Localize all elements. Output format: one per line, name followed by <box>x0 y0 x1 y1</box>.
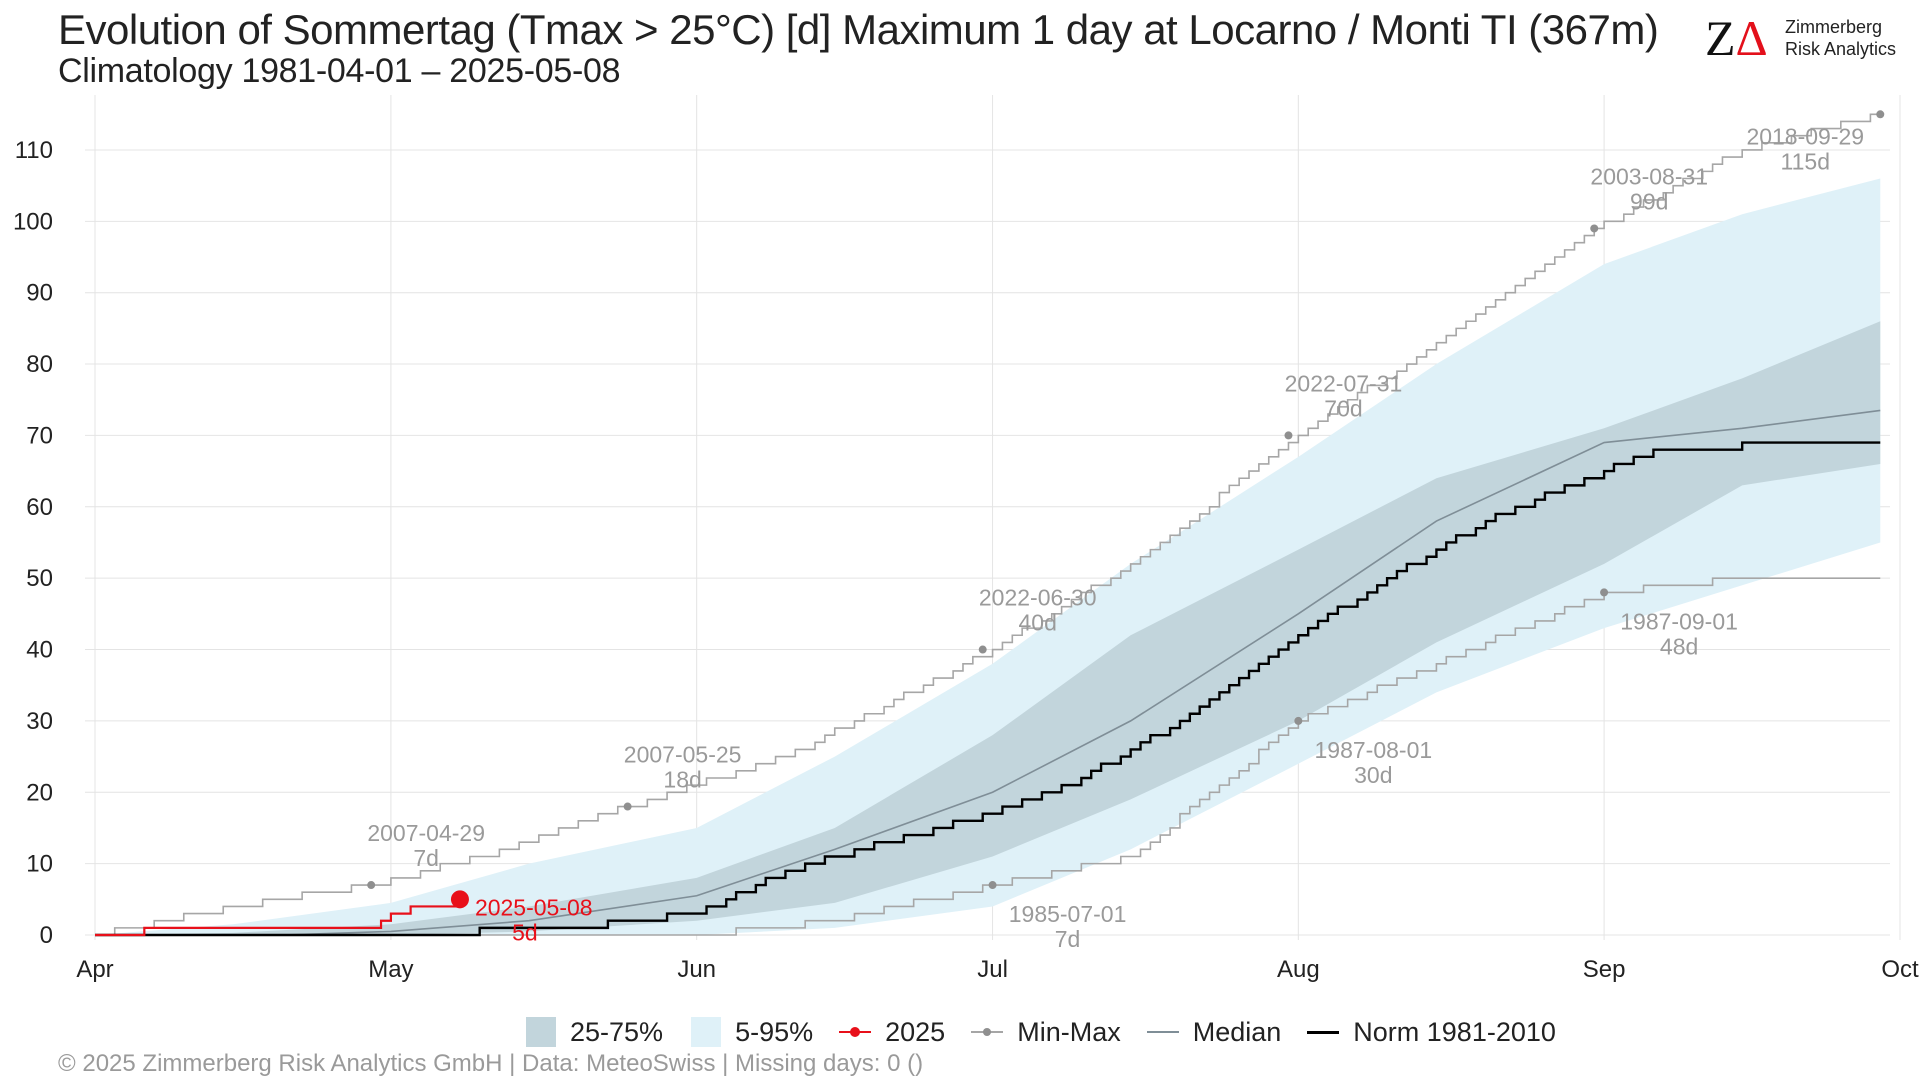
annotation-value: 99d <box>1630 188 1668 214</box>
max-line <box>95 113 1881 936</box>
y-tick-label: 110 <box>15 137 53 164</box>
legend-key <box>967 1017 1007 1047</box>
legend-label: 5-95% <box>735 1016 814 1047</box>
chart-legend: 25-75% 5-95% 2025 Min-Max Median Norm 1981-20… <box>520 1014 1578 1050</box>
chart-svg: 2007-04-297d2007-05-2518d2022-06-3040d20… <box>13 95 1919 983</box>
legend-label: Median <box>1192 1016 1282 1047</box>
annotation-date: 1987-08-01 <box>1315 737 1433 763</box>
footer-copyright: © 2025 Zimmerberg Risk Analytics GmbH | … <box>58 1050 924 1077</box>
y-tick-label: 0 <box>40 922 53 949</box>
annotation-date: 2007-04-29 <box>367 820 485 846</box>
x-tick-label: Aug <box>1277 956 1320 983</box>
annotation-date: 1985-07-01 <box>1009 901 1127 927</box>
annotation-date: 1987-09-01 <box>1620 608 1738 634</box>
x-tick-label: Sep <box>1583 956 1626 983</box>
legend-item: 25-75% <box>520 1017 663 1048</box>
legend-label: 2025 <box>885 1016 946 1047</box>
grid-layer <box>85 95 1901 940</box>
chart-title: Evolution of Sommertag (Tmax > 25°C) [d]… <box>58 6 1659 53</box>
logo-line-2: Risk Analytics <box>1785 39 1897 59</box>
norm-line <box>95 441 1881 937</box>
legend-item: Norm 1981-2010 <box>1303 1017 1556 1048</box>
y-tick-label: 40 <box>26 637 53 664</box>
year-2025-dot <box>450 890 469 909</box>
year-2025-line <box>95 899 462 937</box>
x-tick-label: Jun <box>677 956 716 983</box>
annotation-date: 2022-07-31 <box>1285 370 1403 396</box>
extreme-dot <box>367 881 376 890</box>
annotation-date: 2003-08-31 <box>1590 163 1708 189</box>
x-tick-label: Oct <box>1881 956 1919 983</box>
extreme-dot <box>1590 224 1599 233</box>
annotation-date: 2018-09-29 <box>1746 123 1864 149</box>
extreme-dot <box>1876 110 1885 119</box>
logo-mark: ZΔ <box>1705 10 1768 66</box>
annotation-value: 70d <box>1324 395 1362 421</box>
y-tick-label: 90 <box>26 280 53 307</box>
extreme-dot <box>1600 588 1609 597</box>
legend-item: Min-Max <box>967 1017 1121 1048</box>
annotation-value: 7d <box>413 845 439 871</box>
legend-key <box>1143 1017 1183 1047</box>
logo-line-1: Zimmerberg <box>1785 17 1883 37</box>
annotation-value: 40d <box>1019 610 1057 636</box>
legend-label: Min-Max <box>1017 1016 1121 1047</box>
logo-z: Z <box>1705 10 1736 66</box>
extreme-dot <box>1284 431 1293 440</box>
x-tick-label: Jul <box>977 956 1008 983</box>
x-tick-label: May <box>368 956 413 983</box>
annotation-value: 48d <box>1660 633 1698 659</box>
median-line <box>95 409 1881 936</box>
extreme-dot <box>988 881 997 890</box>
extreme-dot <box>1294 716 1303 725</box>
annotation-value: 30d <box>1354 762 1392 788</box>
y-tick-label: 10 <box>26 851 53 878</box>
legend-item: Median <box>1143 1016 1282 1048</box>
extreme-dot <box>623 802 632 811</box>
extreme-dot <box>978 645 987 654</box>
y-tick-label: 20 <box>26 779 53 806</box>
band-5-95 <box>95 178 1881 935</box>
legend-key <box>685 1017 725 1047</box>
y-tick-label: 60 <box>26 494 53 521</box>
legend-key <box>835 1017 875 1047</box>
annotation-value: 18d <box>663 767 701 793</box>
band-25-75 <box>95 321 1881 935</box>
annotation-value: 5d <box>512 919 538 945</box>
y-tick-label: 50 <box>26 565 53 592</box>
logo-delta: Δ <box>1735 10 1768 66</box>
legend-key <box>1303 1017 1343 1047</box>
legend-label: Norm 1981-2010 <box>1353 1016 1556 1047</box>
chart-subtitle: Climatology 1981-04-01 – 2025-05-08 <box>58 52 621 90</box>
legend-label: 25-75% <box>570 1016 664 1047</box>
annotation-date: 2022-06-30 <box>979 585 1097 611</box>
annotation-value: 7d <box>1055 926 1081 952</box>
annotation-date: 2007-05-25 <box>624 742 742 768</box>
legend-item: 2025 <box>835 1017 945 1048</box>
annotation-date: 2025-05-08 <box>475 894 593 920</box>
y-tick-label: 70 <box>26 422 53 449</box>
logo-text: Zimmerberg Risk Analytics <box>1785 16 1896 60</box>
y-tick-label: 100 <box>13 208 53 235</box>
company-logo: ZΔ Zimmerberg Risk Analytics <box>1705 10 1905 70</box>
legend-item: 5-95% <box>685 1017 813 1048</box>
y-tick-label: 80 <box>26 351 53 378</box>
annotation-value: 115d <box>1781 148 1830 174</box>
x-tick-label: Apr <box>76 956 113 983</box>
y-tick-label: 30 <box>26 708 53 735</box>
legend-key <box>520 1017 560 1047</box>
